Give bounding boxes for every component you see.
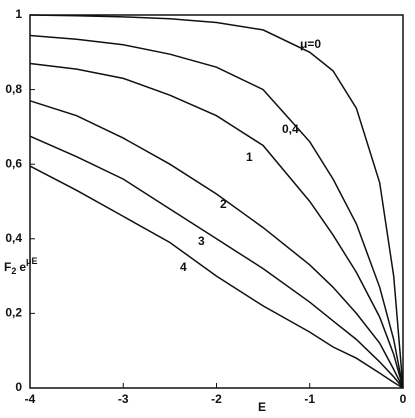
curve [29, 14, 404, 389]
curve-label: 4 [180, 260, 187, 274]
y-tick-label: 1 [15, 7, 22, 21]
y-axis-label: F2 eμE [4, 256, 38, 276]
x-tick-label: -2 [211, 392, 222, 406]
curve-label: μ=0 [300, 37, 321, 51]
curve-label: 1 [246, 150, 253, 164]
y-tick-label: 0,4 [5, 231, 22, 245]
curve-label: 2 [220, 197, 227, 211]
curve [29, 100, 404, 389]
y-tick-label: 0,2 [5, 306, 22, 320]
y-label-base: F [4, 260, 11, 274]
x-tick-label: -4 [25, 392, 36, 406]
y-label-sub: 2 [11, 266, 16, 276]
curve [29, 165, 404, 389]
x-tick-label: -1 [304, 392, 315, 406]
curve-label: 0,4 [282, 122, 299, 136]
y-tick-label: 0,6 [5, 156, 22, 170]
curve [29, 62, 404, 389]
x-axis-label: E [258, 400, 266, 414]
y-label-exp-base: e [19, 260, 26, 274]
curve [29, 34, 404, 389]
y-label-sup: μE [26, 256, 38, 266]
curve-label: 3 [198, 234, 205, 248]
curve [29, 135, 404, 389]
y-tick-label: 0 [15, 380, 22, 394]
y-tick-label: 0,8 [5, 82, 22, 96]
x-tick-label: 0 [400, 392, 407, 406]
x-tick-label: -3 [118, 392, 129, 406]
